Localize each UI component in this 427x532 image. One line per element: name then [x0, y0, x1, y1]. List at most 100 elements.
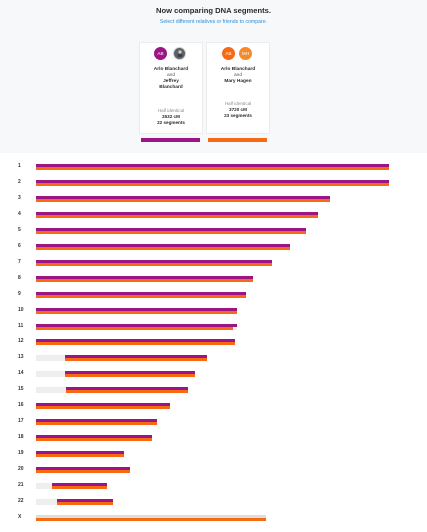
chromosome-row-10: 10: [0, 305, 427, 317]
chromosome-track[interactable]: [36, 355, 207, 362]
segment-purple: [36, 467, 130, 471]
chromosome-track[interactable]: [36, 498, 113, 505]
comparison-card-mary[interactable]: AB MH Arlo Blanchard and Mary Hagen Half…: [206, 42, 270, 134]
match-stats: Half identical 3720 cM 23 segments: [207, 101, 269, 118]
avatar-mary: MH: [239, 47, 252, 60]
avatar-group: AB: [140, 47, 202, 60]
chromosome-row-2: 2: [0, 177, 427, 189]
avatar-group: AB MH: [207, 47, 269, 60]
segment-count: 23 segments: [224, 112, 252, 118]
chromosome-track[interactable]: [36, 323, 237, 330]
and-text: and: [233, 73, 242, 78]
chromosome-label: 12: [18, 338, 24, 345]
segment-orange: [36, 406, 171, 410]
chromosome-track[interactable]: [36, 435, 153, 442]
chromosome-track[interactable]: [36, 371, 195, 378]
segment-purple: [36, 451, 125, 455]
chromosome-label: 16: [18, 402, 24, 409]
page-title: Now comparing DNA segments.: [156, 6, 271, 15]
chromosome-row-1: 1: [0, 161, 427, 173]
chromosome-track[interactable]: [36, 179, 389, 186]
chromosome-track[interactable]: [36, 243, 291, 250]
segment-orange: [36, 278, 254, 282]
name-relative: Mary Hagen: [224, 79, 252, 84]
chromosome-label: 2: [18, 178, 21, 185]
segment-purple: [36, 259, 272, 263]
chromosome-row-17: 17: [0, 416, 427, 428]
chromosome-label: 1: [18, 163, 21, 169]
avatar-arlo: AB: [154, 47, 167, 60]
chromosome-track[interactable]: [36, 339, 235, 346]
legend-orange-bar: [208, 138, 267, 142]
segment-orange: [56, 501, 113, 505]
name-primary: Arlo Blanchard: [220, 67, 256, 72]
chromosome-track[interactable]: [36, 259, 272, 266]
chromosome-label: 20: [18, 466, 24, 473]
chromosome-row-16: 16: [0, 400, 427, 412]
and-text: and: [166, 73, 175, 78]
chromosome-label: 15: [18, 386, 24, 393]
segment-purple: [36, 291, 247, 295]
chromosome-row-22: 22: [0, 496, 427, 508]
chromosome-label: 8: [18, 274, 21, 281]
segment-orange: [36, 230, 307, 234]
relative-names: Arlo Blanchard and Mary Hagen: [207, 67, 269, 85]
chromosome-track[interactable]: [36, 514, 266, 521]
segment-orange: [36, 246, 291, 250]
segment-purple: [36, 307, 238, 311]
chromosome-row-18: 18: [0, 432, 427, 444]
name-relative: Jeffrey: [163, 79, 179, 84]
chromosome-row-15: 15: [0, 384, 427, 396]
segment-purple: [36, 275, 254, 279]
legend-purple-bar: [141, 138, 200, 142]
chromosome-track[interactable]: [36, 483, 107, 489]
chromosome-track[interactable]: [36, 403, 171, 410]
chromosome-track[interactable]: [36, 211, 319, 218]
chromosome-row-6: 6: [0, 241, 427, 253]
chromosome-label: 11: [18, 322, 24, 329]
chromosome-label: 4: [18, 210, 21, 217]
chromosome-label: 7: [18, 258, 21, 265]
chromosome-label: 21: [18, 482, 24, 488]
chromosome-label: 10: [18, 306, 24, 313]
chromosome-track[interactable]: [36, 164, 389, 170]
chromosome-track[interactable]: [36, 307, 238, 314]
chromosome-label: 18: [18, 434, 24, 441]
chromosome-row-4: 4: [0, 209, 427, 221]
chromosome-track[interactable]: [36, 387, 188, 394]
segment-purple: [36, 323, 237, 327]
chromosome-row-5: 5: [0, 225, 427, 237]
segment-count: 22 segments: [157, 119, 185, 125]
chromosome-track[interactable]: [36, 291, 247, 298]
chromosome-track[interactable]: [36, 227, 307, 234]
chromosome-row-7: 7: [0, 257, 427, 269]
relative-names: Arlo Blanchard and Jeffrey Blanchard: [140, 67, 202, 91]
segment-orange: [66, 390, 188, 394]
chromosome-row-19: 19: [0, 448, 427, 460]
segment-orange: [36, 294, 247, 298]
segment-orange: [36, 182, 389, 186]
chromosome-label: 22: [18, 497, 24, 504]
segment-purple: [36, 419, 158, 423]
identical-label: Half identical: [157, 108, 185, 113]
chromosome-track[interactable]: [36, 467, 130, 474]
segment-orange: [36, 517, 266, 521]
chromosome-track[interactable]: [36, 275, 254, 282]
shared-cm: 3532 cM: [162, 113, 180, 119]
chromosome-track[interactable]: [36, 419, 158, 426]
select-relatives-link[interactable]: Select different relatives or friends to…: [159, 19, 268, 25]
segment-purple: [36, 435, 153, 439]
chromosome-label: 14: [18, 370, 24, 377]
segment-purple: [52, 483, 107, 486]
segment-orange: [36, 262, 272, 266]
segment-orange: [36, 198, 331, 202]
chromosome-label: 9: [18, 290, 21, 297]
chromosome-track[interactable]: [36, 451, 125, 458]
shared-cm: 3720 cM: [229, 106, 247, 112]
chromosome-track[interactable]: [36, 195, 331, 202]
segment-purple: [36, 339, 235, 343]
comparison-card-jeffrey[interactable]: AB Arlo Blanchard and Jeffrey Blanchard …: [139, 42, 203, 134]
chromosome-row-x: X: [0, 512, 427, 524]
segment-orange: [36, 214, 319, 218]
segment-purple: [36, 179, 389, 183]
